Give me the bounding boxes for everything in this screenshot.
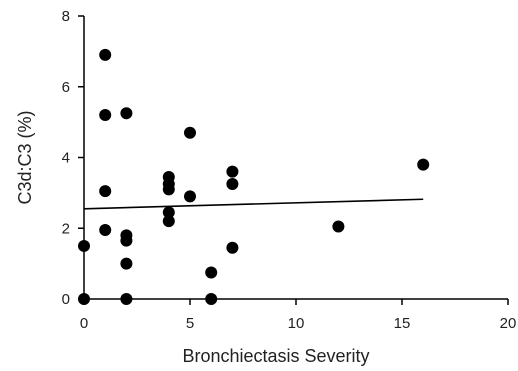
x-tick-label: 5 [186, 315, 194, 332]
data-point [205, 266, 218, 279]
y-tick-label: 2 [62, 220, 70, 237]
data-point [120, 107, 133, 120]
y-axis-title: C3d:C3 (%) [15, 110, 35, 204]
data-point [162, 183, 175, 196]
data-point [120, 257, 133, 270]
data-point [417, 158, 430, 171]
x-tick-label: 10 [288, 315, 305, 332]
y-tick-label: 6 [62, 79, 70, 96]
data-point [99, 224, 112, 237]
trendline [83, 198, 424, 210]
y-tick-label: 8 [62, 8, 70, 25]
y-tick-label: 0 [62, 291, 70, 308]
x-axis: 0 5 10 15 20 [80, 298, 517, 332]
data-point [205, 293, 218, 305]
data-point [120, 234, 133, 247]
x-tick-label: 0 [80, 315, 88, 332]
data-point [78, 293, 90, 305]
data-point [99, 109, 112, 122]
data-point [99, 185, 112, 198]
data-points [78, 48, 430, 305]
x-tick-label: 15 [394, 315, 411, 332]
data-point [184, 190, 196, 203]
data-point [162, 215, 175, 228]
data-point [184, 126, 196, 139]
data-point [78, 239, 90, 252]
data-point [99, 48, 112, 61]
data-point [226, 178, 239, 191]
x-axis-title: Bronchiectasis Severity [182, 346, 369, 366]
y-tick-label: 4 [62, 150, 70, 167]
trendline-layer [83, 198, 424, 210]
data-point [120, 293, 133, 305]
x-tick-label: 20 [500, 315, 517, 332]
data-point [332, 220, 345, 233]
data-point [226, 165, 239, 178]
data-point [162, 206, 175, 219]
y-axis: 0 2 4 6 8 [62, 8, 85, 308]
data-point [226, 241, 239, 254]
